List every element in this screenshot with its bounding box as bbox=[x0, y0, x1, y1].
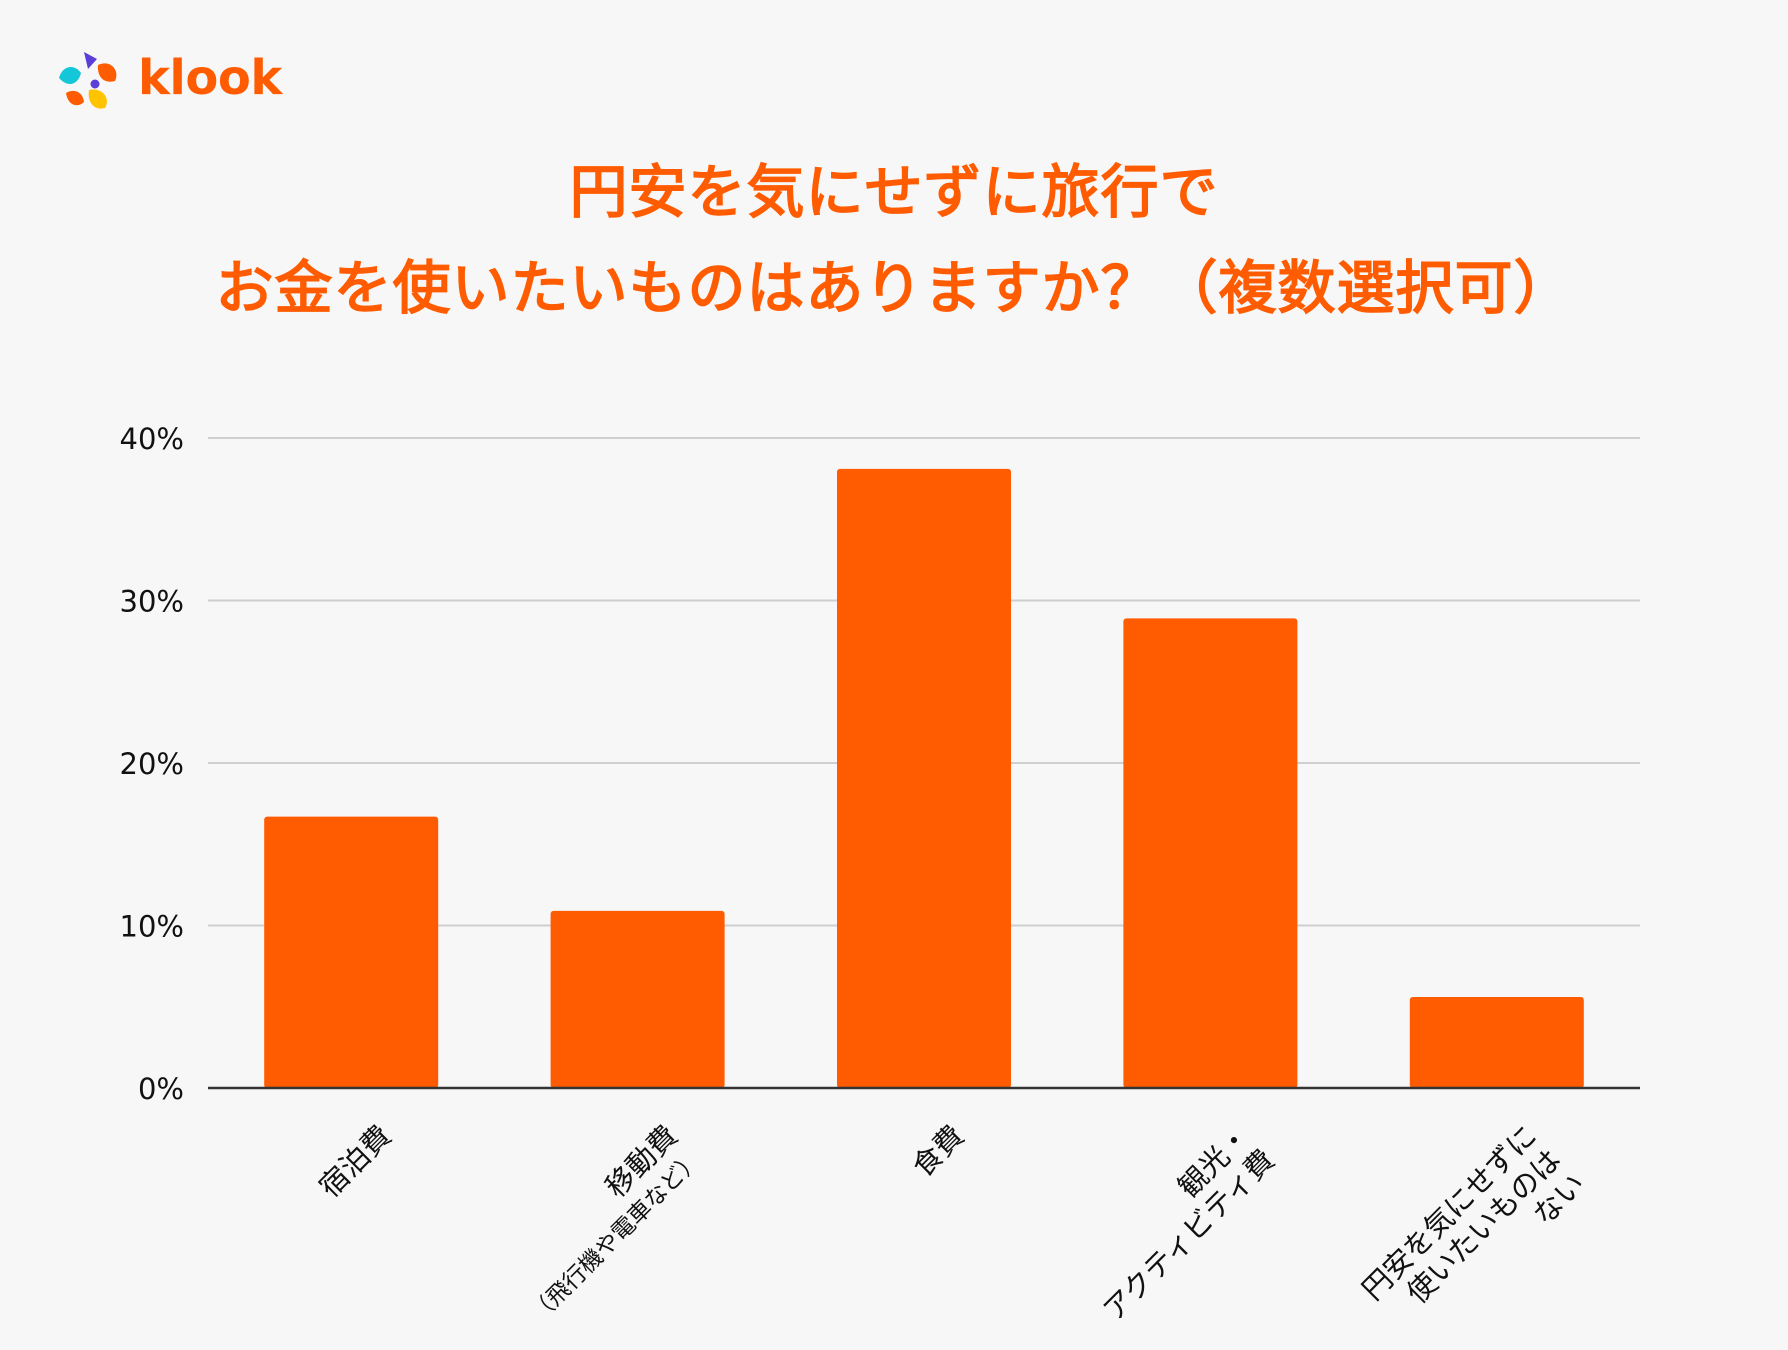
bar bbox=[837, 468, 1011, 1088]
brand-logo: klook bbox=[54, 44, 282, 114]
bar bbox=[264, 816, 439, 1088]
bar bbox=[1409, 997, 1584, 1088]
logo-petal-bottom-left bbox=[66, 90, 84, 106]
y-tick-label: 20% bbox=[120, 747, 184, 781]
logo-petal-bottom-right bbox=[88, 89, 107, 109]
chart-title: 円安を気にせずに旅行で お金を使いたいものはありますか？（複数選択可） bbox=[0, 144, 1788, 336]
chart-title-line-2: お金を使いたいものはありますか？（複数選択可） bbox=[215, 254, 1573, 322]
logo-petal-left bbox=[59, 66, 81, 85]
x-tick-label-group: 宿泊費 bbox=[312, 1119, 398, 1205]
chart-title-line-1: 円安を気にせずに旅行で bbox=[569, 158, 1219, 226]
brand-name: klook bbox=[138, 50, 282, 106]
bar bbox=[550, 910, 725, 1088]
y-tick-label: 30% bbox=[120, 585, 184, 619]
y-tick-label: 10% bbox=[120, 910, 184, 944]
y-tick-label: 40% bbox=[120, 422, 184, 456]
klook-logo-icon bbox=[59, 52, 117, 109]
x-tick-label-group: 食費 bbox=[906, 1119, 971, 1184]
logo-dot bbox=[90, 79, 100, 89]
x-tick-label-group: 移動費（飛行機や電車など） bbox=[525, 1119, 706, 1328]
x-tick-label: 食費 bbox=[906, 1119, 971, 1184]
logo-petal-right bbox=[97, 63, 117, 82]
y-tick-label: 0% bbox=[138, 1072, 184, 1106]
x-tick-label-group: 観光・アクティビティ費 bbox=[1096, 1119, 1281, 1328]
bar bbox=[1123, 618, 1298, 1088]
x-tick-label: 宿泊費 bbox=[312, 1119, 398, 1205]
logo-petal-top bbox=[84, 52, 97, 69]
